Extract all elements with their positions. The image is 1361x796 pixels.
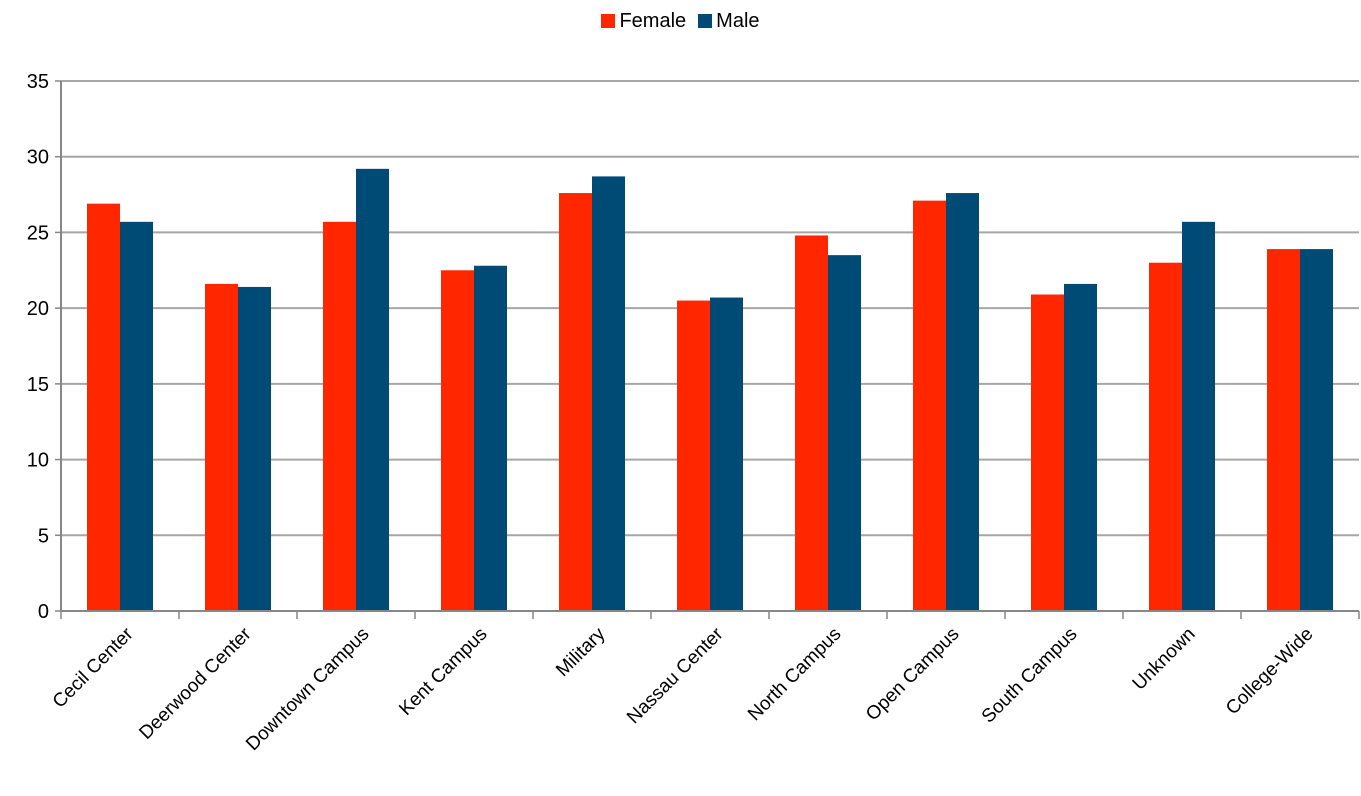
y-tick-label-35: 35 (27, 71, 49, 93)
legend-item-female: Female (601, 10, 686, 33)
legend-swatch-female (601, 14, 616, 28)
legend: Female Male (0, 7, 1361, 35)
axes (55, 80, 1360, 619)
y-tick-label-30: 30 (27, 147, 49, 169)
legend-swatch-male (698, 14, 713, 28)
legend-label-male: Male (716, 9, 760, 32)
bar-female-4 (559, 193, 592, 612)
x-tick-label-3: Kent Campus (395, 624, 491, 720)
bar-female-2 (323, 221, 356, 612)
legend-item-male: Male (698, 9, 760, 33)
x-tick-label-8: South Campus (978, 624, 1082, 728)
bar-male-8 (1064, 283, 1097, 611)
y-tick-label-0: 0 (38, 601, 49, 623)
bar-female-6 (795, 235, 828, 611)
bar-male-5 (710, 297, 743, 611)
bar-female-0 (87, 203, 120, 611)
bars (87, 168, 1333, 612)
x-tick-label-9: Unknown (1129, 624, 1200, 695)
bar-male-3 (474, 265, 507, 611)
bar-female-7 (913, 200, 946, 611)
x-tick-label-2: Downtown Campus (242, 624, 373, 755)
bar-male-9 (1182, 221, 1215, 612)
x-tick-label-10: College-Wide (1222, 624, 1317, 719)
legend-label-female: Female (619, 9, 687, 32)
bar-male-4 (592, 176, 625, 611)
bar-female-1 (205, 283, 238, 611)
x-tick-label-4: Military (552, 623, 610, 681)
bar-female-3 (441, 270, 474, 611)
x-tick-label-1: Deerwood Center (135, 623, 256, 744)
y-tick-label-20: 20 (27, 298, 49, 320)
bar-male-0 (120, 221, 153, 612)
x-tick-label-5: Nassau Center (623, 623, 728, 728)
x-tick-label-6: North Campus (744, 624, 845, 725)
y-tick-label-5: 5 (38, 525, 49, 547)
bar-male-6 (828, 255, 861, 611)
bar-male-1 (238, 286, 271, 611)
x-tick-label-7: Open Campus (862, 624, 963, 725)
x-tick-label-0: Cecil Center (49, 623, 138, 712)
bar-male-2 (356, 168, 389, 612)
bar-female-9 (1149, 262, 1182, 611)
y-tick-label-10: 10 (27, 450, 49, 472)
bar-male-10 (1300, 249, 1333, 612)
bar-male-7 (946, 193, 979, 612)
bar-female-10 (1267, 249, 1300, 612)
bar-female-5 (677, 300, 710, 611)
bar-female-8 (1031, 294, 1064, 611)
y-tick-label-15: 15 (27, 374, 49, 396)
y-tick-label-25: 25 (27, 222, 49, 244)
